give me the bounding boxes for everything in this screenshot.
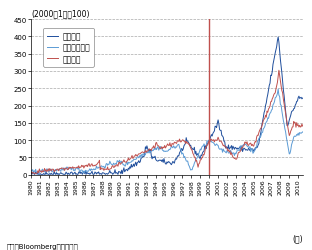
シンガポール	[123, 165, 127, 168]
Text: (年): (年)	[292, 234, 303, 243]
ハンセン	[305, 124, 308, 128]
ハンセン	[33, 172, 37, 176]
Line: 上海総合: 上海総合	[31, 38, 306, 175]
ハンセン	[75, 166, 79, 169]
シンガポール	[75, 166, 79, 169]
シンガポール	[37, 172, 41, 175]
Legend: 上海総合, シンガポール, ハンセン: 上海総合, シンガポール, ハンセン	[43, 28, 94, 68]
Line: ハンセン: ハンセン	[31, 71, 306, 174]
シンガポール	[29, 169, 33, 172]
ハンセン	[123, 160, 127, 164]
上海総合	[75, 173, 79, 176]
シンガポール	[276, 88, 280, 91]
ハンセン	[277, 70, 281, 72]
Text: (2000年1月＝100): (2000年1月＝100)	[31, 10, 90, 18]
上海総合	[276, 36, 280, 39]
上海総合	[29, 172, 33, 175]
シンガポール	[300, 132, 304, 134]
上海総合	[65, 172, 69, 175]
シンガポール	[170, 146, 174, 149]
ハンセン	[232, 156, 236, 160]
上海総合	[35, 173, 39, 176]
上海総合	[123, 170, 127, 173]
上海総合	[170, 162, 174, 165]
ハンセン	[170, 142, 174, 145]
Text: 資料：Bloombergから作成。: 資料：Bloombergから作成。	[6, 242, 78, 249]
Line: シンガポール: シンガポール	[31, 90, 306, 174]
ハンセン	[65, 167, 69, 170]
ハンセン	[300, 123, 304, 126]
シンガポール	[305, 132, 308, 136]
上海総合	[232, 147, 236, 150]
上海総合	[305, 97, 308, 100]
シンガポール	[65, 166, 69, 169]
上海総合	[300, 98, 304, 101]
ハンセン	[29, 171, 33, 174]
シンガポール	[232, 152, 236, 155]
